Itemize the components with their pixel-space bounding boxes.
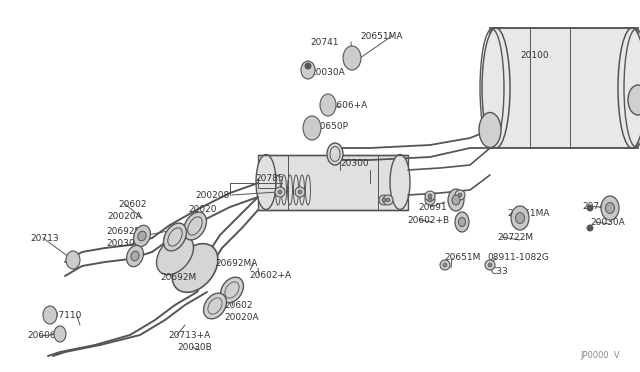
Text: 20651M: 20651M	[444, 253, 481, 263]
Ellipse shape	[66, 251, 80, 269]
Ellipse shape	[320, 94, 336, 116]
Circle shape	[440, 260, 450, 270]
Circle shape	[587, 205, 593, 211]
Ellipse shape	[605, 203, 614, 214]
Circle shape	[275, 187, 285, 197]
Ellipse shape	[131, 251, 139, 261]
Text: 20722M: 20722M	[497, 232, 533, 241]
Text: 20300: 20300	[340, 158, 369, 167]
Ellipse shape	[458, 218, 465, 227]
Ellipse shape	[479, 112, 501, 148]
Text: 20741: 20741	[310, 38, 339, 46]
Ellipse shape	[54, 326, 66, 342]
Ellipse shape	[138, 231, 146, 241]
Ellipse shape	[172, 244, 218, 292]
Ellipse shape	[327, 143, 343, 165]
Text: 20650P: 20650P	[314, 122, 348, 131]
Text: 20602+B: 20602+B	[407, 215, 449, 224]
Ellipse shape	[157, 235, 193, 275]
Ellipse shape	[256, 154, 276, 209]
Circle shape	[428, 194, 432, 198]
Ellipse shape	[301, 61, 315, 79]
Bar	[258, 155, 408, 210]
Text: 20020A: 20020A	[224, 314, 259, 323]
Ellipse shape	[601, 196, 619, 220]
Ellipse shape	[221, 277, 243, 303]
Circle shape	[383, 195, 393, 205]
Circle shape	[379, 195, 389, 205]
Text: 20742: 20742	[582, 202, 611, 211]
Ellipse shape	[515, 213, 525, 224]
Text: 20692M: 20692M	[160, 273, 196, 282]
Ellipse shape	[343, 46, 361, 70]
Ellipse shape	[303, 116, 321, 140]
Text: 20692MA: 20692MA	[215, 259, 257, 267]
Ellipse shape	[628, 85, 640, 115]
Text: 20713+A: 20713+A	[168, 330, 211, 340]
Text: JP0000  V: JP0000 V	[580, 351, 620, 360]
Ellipse shape	[511, 206, 529, 230]
Circle shape	[305, 63, 311, 69]
Circle shape	[425, 191, 435, 201]
Text: 20602+A: 20602+A	[249, 270, 291, 279]
Circle shape	[443, 263, 447, 267]
Text: 20651MA: 20651MA	[360, 32, 403, 41]
Text: 20692M: 20692M	[106, 227, 142, 235]
Circle shape	[425, 195, 435, 205]
Ellipse shape	[452, 195, 460, 205]
Text: 20602: 20602	[224, 301, 253, 310]
Text: 20020: 20020	[188, 205, 216, 214]
Text: 20030A: 20030A	[310, 67, 345, 77]
Text: 207110: 207110	[47, 311, 81, 321]
Bar	[490, 28, 638, 148]
Text: 20030A: 20030A	[590, 218, 625, 227]
Text: 200208: 200208	[195, 190, 229, 199]
Text: C33: C33	[491, 266, 509, 276]
Ellipse shape	[127, 245, 143, 267]
Text: 20606+A: 20606+A	[325, 100, 367, 109]
Circle shape	[386, 198, 390, 202]
Ellipse shape	[482, 28, 510, 148]
Text: 20030B: 20030B	[177, 343, 212, 352]
Circle shape	[298, 190, 302, 194]
Ellipse shape	[390, 154, 410, 209]
Text: 20606: 20606	[27, 331, 56, 340]
Ellipse shape	[455, 212, 469, 232]
Ellipse shape	[43, 306, 57, 324]
Text: 20030B: 20030B	[106, 238, 141, 247]
Ellipse shape	[164, 223, 186, 251]
Ellipse shape	[134, 225, 150, 247]
Text: 20651MA: 20651MA	[507, 208, 550, 218]
Circle shape	[382, 198, 386, 202]
Text: 20020A: 20020A	[107, 212, 141, 221]
Text: 20785: 20785	[255, 173, 284, 183]
Circle shape	[488, 263, 492, 267]
Text: 20602: 20602	[118, 199, 147, 208]
Circle shape	[485, 260, 495, 270]
Circle shape	[587, 225, 593, 231]
Ellipse shape	[618, 28, 640, 148]
Circle shape	[295, 187, 305, 197]
Circle shape	[428, 198, 432, 202]
Ellipse shape	[448, 189, 464, 211]
Text: 20691: 20691	[418, 202, 447, 212]
Ellipse shape	[204, 293, 227, 319]
Circle shape	[458, 193, 462, 197]
Text: 08911-1082G: 08911-1082G	[487, 253, 549, 263]
Text: 20100: 20100	[520, 51, 548, 60]
Text: 20713: 20713	[30, 234, 59, 243]
Circle shape	[455, 190, 465, 200]
Ellipse shape	[184, 212, 207, 240]
Circle shape	[278, 190, 282, 194]
